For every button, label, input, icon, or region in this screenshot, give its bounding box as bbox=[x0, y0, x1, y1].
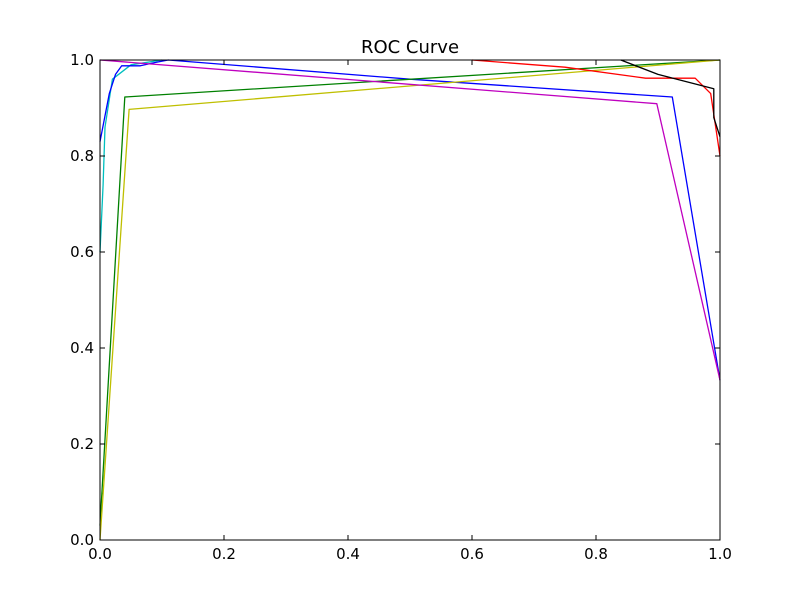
y-tick-label: 0.0 bbox=[70, 531, 94, 549]
x-tick-label: 1.0 bbox=[708, 545, 732, 563]
x-tick-label: 0.8 bbox=[584, 545, 608, 563]
x-tick-label: 0.4 bbox=[336, 545, 360, 563]
x-tick-label: 0.6 bbox=[460, 545, 484, 563]
y-tick-label: 0.8 bbox=[70, 147, 94, 165]
series-line-7 bbox=[620, 59, 721, 137]
y-tick-label: 0.2 bbox=[70, 435, 94, 453]
y-tick-label: 1.0 bbox=[70, 51, 94, 69]
series-line-4 bbox=[99, 59, 721, 541]
series-layer bbox=[99, 59, 721, 541]
x-tick-label: 0.0 bbox=[88, 545, 112, 563]
series-line-1 bbox=[99, 59, 163, 253]
y-tick-label: 0.4 bbox=[70, 339, 94, 357]
y-tick-label: 0.6 bbox=[70, 243, 94, 261]
series-line-3 bbox=[99, 59, 721, 526]
tick-layer: 0.0 0.2 0.4 0.6 0.8 1.0 0.0 0.2 0.4 0.6 0.8 1.0 bbox=[70, 51, 732, 563]
x-tick-label: 0.2 bbox=[212, 545, 236, 563]
series-line-5 bbox=[99, 59, 721, 381]
plot-frame bbox=[99, 59, 721, 541]
chart-title: ROC Curve bbox=[361, 37, 459, 58]
